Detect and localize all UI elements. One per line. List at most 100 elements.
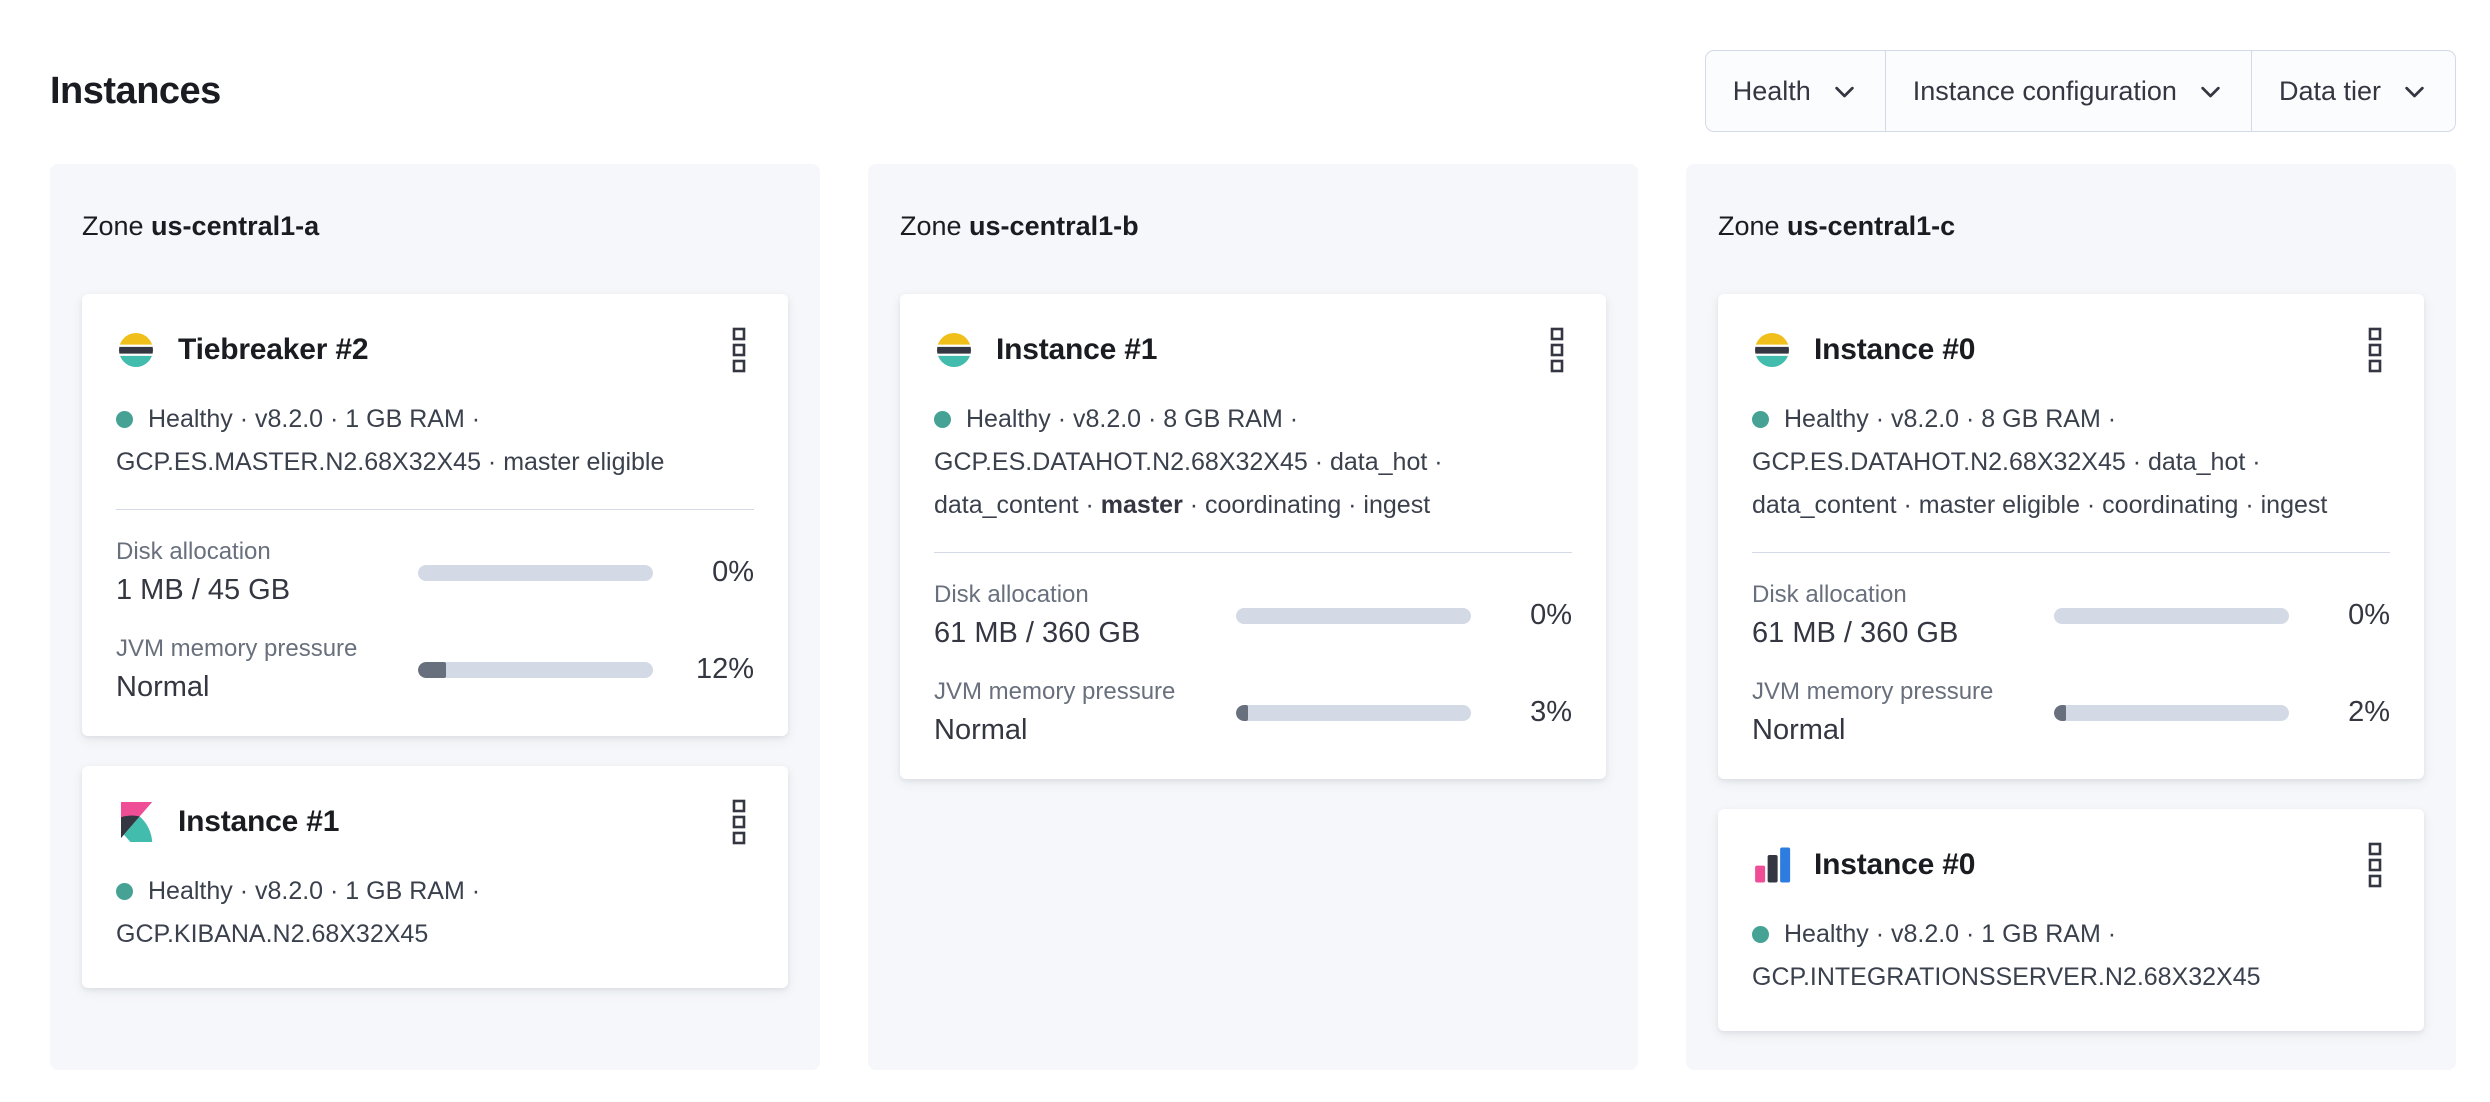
chevron-down-icon bbox=[2201, 86, 2220, 97]
metric-value: Normal bbox=[1752, 714, 1846, 746]
zone-column-us-central1-c: Zone us-central1-c Instance #0 Healthy ·… bbox=[1686, 164, 2456, 1070]
status-line: GCP.KIBANA.N2.68X32X45 bbox=[116, 913, 754, 956]
health-status-dot bbox=[934, 411, 951, 428]
card-header: Instance #0 bbox=[1752, 326, 2390, 374]
zone-label-prefix: Zone bbox=[1718, 211, 1788, 241]
integrations-server-logo-icon bbox=[1752, 845, 1792, 885]
progress-bar bbox=[2054, 607, 2289, 624]
chevron-down-icon bbox=[1835, 86, 1854, 97]
zone-label-prefix: Zone bbox=[82, 211, 152, 241]
metric-percent: 0% bbox=[712, 556, 754, 588]
instance-menu-button[interactable] bbox=[2360, 841, 2390, 889]
instance-card: Tiebreaker #2 Healthy · v8.2.0 · 1 GB RA… bbox=[82, 294, 788, 736]
zone-label: Zone us-central1-c bbox=[1718, 210, 2424, 242]
progress-bar-fill bbox=[418, 661, 447, 678]
progress-bar-fill bbox=[1236, 704, 1248, 721]
status-token: data_content · master eligible · coordin… bbox=[1752, 491, 2328, 519]
zone-name: us-central1-a bbox=[151, 211, 320, 241]
metric-value: 61 MB / 360 GB bbox=[1752, 617, 1959, 649]
instance-title[interactable]: Instance #0 bbox=[1814, 848, 1976, 881]
instance-status: Healthy · v8.2.0 · 1 GB RAM · GCP.INTEGRA… bbox=[1752, 913, 2390, 999]
metric-text: Disk allocation 61 MB / 360 GB bbox=[934, 581, 1236, 650]
metric-value: 1 MB / 45 GB bbox=[116, 574, 291, 606]
instance-card: Instance #0 Healthy · v8.2.0 · 8 GB RAM … bbox=[1718, 294, 2424, 779]
status-token: Healthy · v8.2.0 · 1 GB RAM · bbox=[148, 405, 481, 433]
filter-label: Data tier bbox=[2278, 75, 2381, 106]
metric-percent: 2% bbox=[2348, 696, 2390, 728]
progress-bar bbox=[2054, 704, 2289, 721]
status-token: Healthy · v8.2.0 · 8 GB RAM · bbox=[1784, 405, 2117, 433]
kebab-menu-icon bbox=[2368, 842, 2382, 888]
card-divider bbox=[934, 552, 1572, 553]
metric-label: Disk allocation bbox=[934, 581, 1089, 608]
health-status-dot bbox=[1752, 411, 1769, 428]
status-token: Healthy · v8.2.0 · 8 GB RAM · bbox=[966, 405, 1299, 433]
status-token: GCP.ES.DATAHOT.N2.68X32X45 · data_hot · bbox=[1752, 448, 2261, 476]
card-header: Tiebreaker #2 bbox=[116, 326, 754, 374]
progress-bar bbox=[418, 564, 653, 581]
status-line: Healthy · v8.2.0 · 8 GB RAM · bbox=[1752, 398, 2390, 441]
metric-value: Normal bbox=[934, 714, 1028, 746]
instance-title[interactable]: Instance #1 bbox=[996, 333, 1158, 366]
progress-bar-fill bbox=[2054, 704, 2066, 721]
elasticsearch-logo-icon bbox=[116, 330, 156, 370]
instance-card: Instance #1 Healthy · v8.2.0 · 8 GB RAM … bbox=[900, 294, 1606, 779]
instance-status: Healthy · v8.2.0 · 1 GB RAM · GCP.ES.MAST… bbox=[116, 398, 754, 484]
metric-percent: 0% bbox=[1530, 599, 1572, 631]
health-status-dot bbox=[116, 411, 133, 428]
zone-label: Zone us-central1-a bbox=[82, 210, 788, 242]
status-token: GCP.ES.DATAHOT.N2.68X32X45 · data_hot · bbox=[934, 448, 1443, 476]
instance-title[interactable]: Instance #1 bbox=[178, 805, 340, 838]
metric-percent: 0% bbox=[2348, 599, 2390, 631]
metric-text: JVM memory pressure Normal bbox=[1752, 678, 2054, 747]
metric-text: Disk allocation 61 MB / 360 GB bbox=[1752, 581, 2054, 650]
zone-column-us-central1-b: Zone us-central1-b Instance #1 Healthy ·… bbox=[868, 164, 1638, 1070]
instance-menu-button[interactable] bbox=[2360, 326, 2390, 374]
zone-name: us-central1-c bbox=[1787, 211, 1956, 241]
status-token: GCP.ES.MASTER.N2.68X32X45 · master eligi… bbox=[116, 448, 665, 476]
health-status-dot bbox=[116, 883, 133, 900]
instance-card: Instance #0 Healthy · v8.2.0 · 1 GB RAM … bbox=[1718, 809, 2424, 1031]
metric-percent: 3% bbox=[1530, 696, 1572, 728]
card-header: Instance #1 bbox=[116, 798, 754, 846]
status-line: GCP.INTEGRATIONSSERVER.N2.68X32X45 bbox=[1752, 956, 2390, 999]
instance-title[interactable]: Instance #0 bbox=[1814, 333, 1976, 366]
metric-label: JVM memory pressure bbox=[934, 678, 1176, 705]
metric-row: Disk allocation 61 MB / 360 GB 0% bbox=[934, 581, 1572, 650]
metric-label: Disk allocation bbox=[1752, 581, 1907, 608]
zone-column-us-central1-a: Zone us-central1-a Tiebreaker #2 Healthy… bbox=[50, 164, 820, 1070]
status-token-bold: master bbox=[1100, 491, 1183, 519]
status-line: Healthy · v8.2.0 · 1 GB RAM · bbox=[1752, 913, 2390, 956]
instance-card: Instance #1 Healthy · v8.2.0 · 1 GB RAM … bbox=[82, 766, 788, 988]
filter-button-health[interactable]: Health bbox=[1706, 51, 1885, 131]
instance-menu-button[interactable] bbox=[724, 798, 754, 846]
card-divider bbox=[1752, 552, 2390, 553]
kebab-menu-icon bbox=[732, 327, 746, 373]
kibana-logo-icon bbox=[116, 802, 156, 842]
metric-row: Disk allocation 61 MB / 360 GB 0% bbox=[1752, 581, 2390, 650]
kebab-menu-icon bbox=[1550, 327, 1564, 373]
zone-cards: Tiebreaker #2 Healthy · v8.2.0 · 1 GB RA… bbox=[82, 294, 788, 988]
progress-bar bbox=[1236, 607, 1471, 624]
status-line: Healthy · v8.2.0 · 1 GB RAM · bbox=[116, 398, 754, 441]
elasticsearch-logo-icon bbox=[934, 330, 974, 370]
filter-button-data-tier[interactable]: Data tier bbox=[2250, 51, 2455, 131]
zone-label-prefix: Zone bbox=[900, 211, 970, 241]
elasticsearch-logo-icon bbox=[1752, 330, 1792, 370]
status-line: GCP.ES.DATAHOT.N2.68X32X45 · data_hot · bbox=[934, 441, 1572, 484]
status-line: data_content · master eligible · coordin… bbox=[1752, 484, 2390, 527]
metric-text: JVM memory pressure Normal bbox=[934, 678, 1236, 747]
status-token: data_content · bbox=[934, 491, 1101, 519]
instance-title[interactable]: Tiebreaker #2 bbox=[178, 333, 369, 366]
metric-percent: 12% bbox=[695, 653, 754, 685]
zone-label: Zone us-central1-b bbox=[900, 210, 1606, 242]
zone-name: us-central1-b bbox=[969, 211, 1139, 241]
health-status-dot bbox=[1752, 926, 1769, 943]
metric-row: JVM memory pressure Normal 12% bbox=[116, 635, 754, 704]
metric-text: JVM memory pressure Normal bbox=[116, 635, 418, 704]
status-line: GCP.ES.MASTER.N2.68X32X45 · master eligi… bbox=[116, 441, 754, 484]
instance-menu-button[interactable] bbox=[724, 326, 754, 374]
filter-button-instance-configuration[interactable]: Instance configuration bbox=[1884, 51, 2251, 131]
instance-status: Healthy · v8.2.0 · 1 GB RAM · GCP.KIBANA.… bbox=[116, 870, 754, 956]
instance-menu-button[interactable] bbox=[1542, 326, 1572, 374]
